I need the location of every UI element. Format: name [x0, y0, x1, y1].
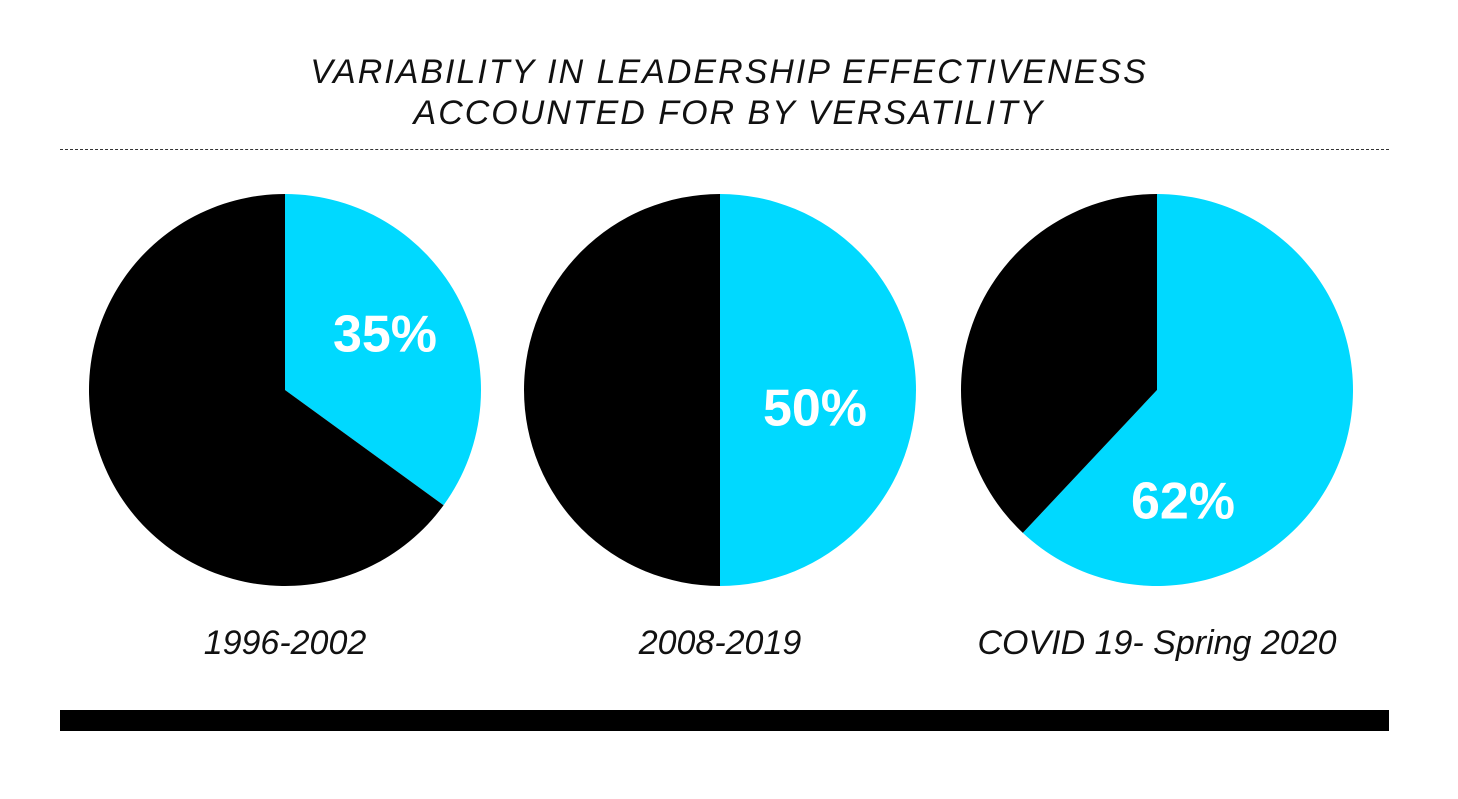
pie-chart-1: 35% 1996-2002 [88, 194, 481, 662]
chart-title-line-2: ACCOUNTED FOR BY VERSATILITY [413, 94, 1045, 132]
chart-title-line-1: VARIABILITY IN LEADERSHIP EFFECTIVENESS [310, 53, 1148, 91]
chart-title: VARIABILITY IN LEADERSHIP EFFECTIVENESS … [0, 52, 1458, 134]
pie-slice-highlight [720, 194, 916, 586]
pie-value-label: 62% [1131, 473, 1235, 531]
pie-slice-remainder [88, 194, 444, 586]
pie-slice-remainder [524, 194, 720, 586]
pie-chart-3: 62% COVID 19- Spring 2020 [960, 194, 1353, 662]
pie-chart-2: 50% 2008-2019 [524, 194, 916, 662]
pie-slice-highlight [1022, 194, 1353, 586]
pie-slice-remainder [960, 194, 1157, 533]
bottom-bar [60, 710, 1389, 731]
pie-category-label: 1996-2002 [204, 624, 367, 662]
pie-category-label: COVID 19- Spring 2020 [977, 624, 1336, 662]
pie-slice-highlight [285, 194, 481, 506]
pie-value-label: 35% [333, 306, 437, 364]
dashed-divider [60, 149, 1389, 150]
pie-category-label: 2008-2019 [638, 624, 802, 662]
pie-value-label: 50% [763, 380, 867, 438]
